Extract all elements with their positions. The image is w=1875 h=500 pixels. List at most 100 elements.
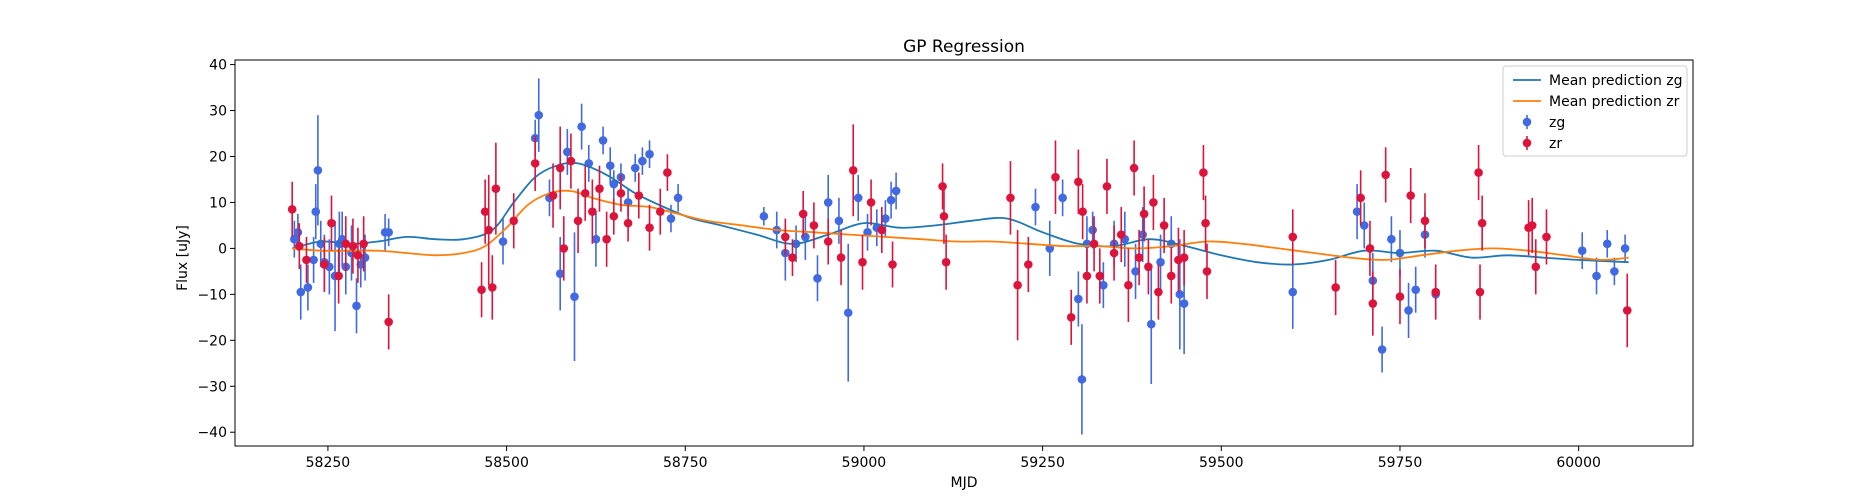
point-zr [634,191,644,200]
point-zr [1368,299,1378,308]
point-zg [605,161,615,170]
point-zr [1531,262,1541,272]
point-zg [1074,294,1083,304]
point-zr [353,250,363,260]
point-zg [534,110,544,120]
point-zr [334,271,343,281]
x-tick-label: 59250 [1020,455,1065,471]
point-zg [1156,257,1165,267]
y-tick-label: 20 [209,150,227,166]
y-tick-label: 30 [209,104,227,120]
point-zg [881,214,890,223]
point-zr [595,184,604,193]
point-zg [843,308,853,318]
point-zg [311,207,321,216]
point-zg [834,216,844,226]
point-zg [1377,345,1387,354]
point-zg [801,232,810,242]
point-zr [1051,172,1060,182]
point-zr [588,207,597,216]
point-zr [573,216,583,226]
point-zr [609,211,619,221]
point-zr [566,156,576,166]
point-zr [1124,280,1133,290]
point-zg [290,234,299,244]
point-zg [666,214,676,223]
point-zr [327,218,336,228]
x-tick-label: 59000 [842,455,887,471]
mean-prediction-zr-line [292,189,1629,261]
plot-content [287,78,1632,435]
point-zr [1129,163,1139,173]
y-tick-label: −20 [197,333,227,349]
point-zg [1602,239,1612,249]
point-zg [853,193,863,203]
x-tick-label: 59500 [1199,455,1244,471]
point-zg [309,255,318,265]
point-zg [630,163,640,173]
point-zg [886,195,896,205]
x-tick-label: 58750 [663,455,708,471]
point-zr [1066,313,1076,322]
point-zg [863,228,872,237]
point-zg [1610,267,1619,276]
point-zr [655,207,665,216]
point-zr [384,317,393,327]
x-tick-label: 60000 [1556,455,1601,471]
point-zr [509,216,519,226]
point-zr [348,241,358,251]
point-zr [580,188,590,198]
point-zg [296,287,306,297]
point-zg [555,269,565,278]
point-zg [609,179,619,189]
point-zr [1202,267,1212,276]
x-tick-label: 58500 [484,455,529,471]
point-zr [1420,216,1430,226]
point-zr [359,239,368,249]
y-tick-label: −40 [197,425,227,441]
point-zr [1542,232,1551,242]
legend-swatch-zg [1522,117,1532,127]
point-zg [1077,375,1087,384]
legend: Mean prediction zg Mean prediction zr zg zr [1502,65,1688,157]
point-zr [1199,168,1208,177]
point-zr [341,239,351,249]
point-zg [1099,280,1108,290]
point-zr [1474,168,1483,177]
point-zr [623,218,633,228]
point-zr [1024,260,1033,269]
point-zr [491,184,501,193]
point-zr [602,234,611,244]
point-zr [287,205,297,214]
point-zr [1144,262,1153,272]
point-zg [823,198,833,207]
point-zg [645,149,654,159]
point-zr [645,223,654,233]
point-zr [616,188,626,198]
legend-label-mean-prediction-zg: Mean prediction zg [1549,73,1683,89]
point-zg [598,136,608,145]
point-zg [303,283,313,292]
point-zg [384,228,393,237]
point-zg [591,234,601,244]
point-zg [293,228,303,237]
point-zr [1356,193,1365,203]
point-zr [1201,218,1210,228]
chart-title: GP Regression [903,37,1025,57]
y-tick-label: −10 [197,287,227,303]
series-zg [290,78,1630,435]
point-zr [1109,248,1119,258]
point-zr [1288,232,1298,242]
y-tick-label: 10 [209,195,227,211]
point-zg [570,292,579,301]
point-zr [1381,170,1390,180]
point-zg [759,211,769,221]
point-zr [848,165,858,175]
point-zr [888,260,897,269]
point-zr [477,285,486,295]
point-zr [663,168,672,177]
point-zr [941,257,951,267]
point-zr [1149,198,1158,207]
point-zr [1477,218,1487,228]
y-tick-label: 0 [218,241,227,257]
